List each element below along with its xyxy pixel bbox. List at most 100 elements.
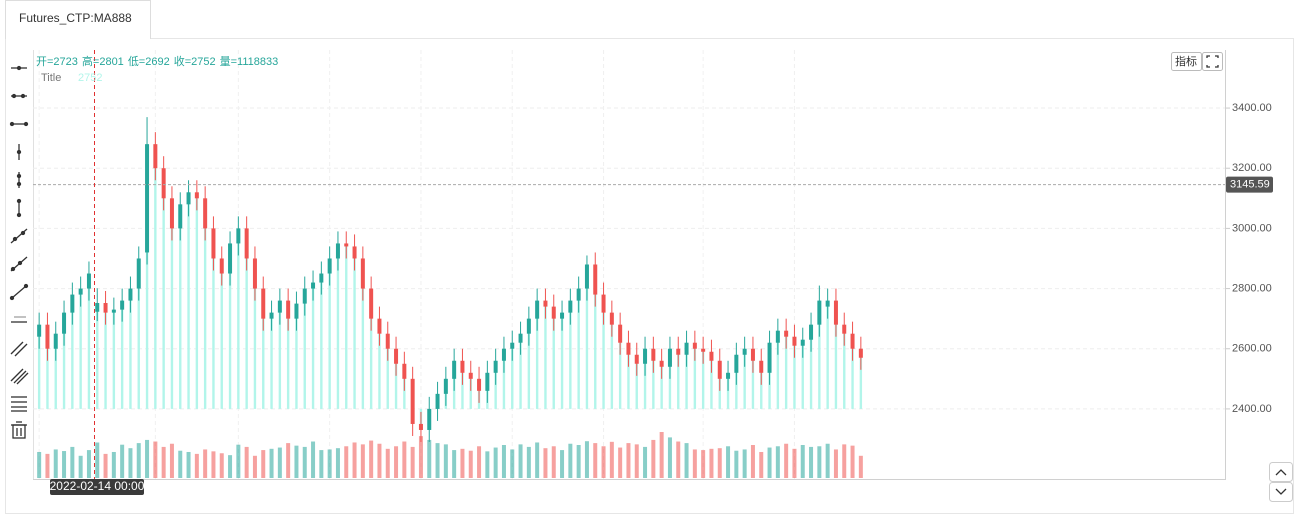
tool-vseg[interactable] bbox=[16, 198, 22, 218]
crosshair-date-box bbox=[50, 479, 144, 495]
tab-label[interactable]: Futures_CTP:MA888 bbox=[19, 11, 132, 25]
title-bar bbox=[262, 318, 265, 409]
candle-body bbox=[833, 300, 838, 325]
tool-vray[interactable] bbox=[16, 172, 22, 188]
scroll-down[interactable] bbox=[1269, 482, 1293, 502]
candle-body bbox=[759, 360, 764, 373]
candle-body bbox=[643, 348, 648, 364]
title-bar bbox=[270, 312, 273, 409]
candle-body bbox=[427, 408, 432, 430]
candle-body bbox=[775, 330, 780, 343]
volume-bar bbox=[659, 432, 664, 478]
volume-bar bbox=[111, 451, 116, 478]
candle-body bbox=[518, 333, 523, 343]
candle-body bbox=[62, 312, 67, 334]
fullscreen-button[interactable] bbox=[1202, 52, 1223, 71]
volume-bar bbox=[560, 450, 565, 478]
volume-bar bbox=[86, 450, 91, 478]
title-bar bbox=[154, 168, 157, 409]
candle-body bbox=[161, 168, 166, 199]
volume-bar bbox=[510, 449, 515, 478]
candle-body bbox=[560, 312, 565, 319]
candle-body bbox=[825, 300, 830, 307]
title-bar bbox=[253, 288, 257, 409]
tool-lines[interactable] bbox=[11, 396, 27, 412]
candle-body bbox=[377, 318, 382, 334]
candle-body bbox=[618, 324, 623, 343]
title-bar bbox=[859, 357, 863, 409]
candle-body bbox=[709, 351, 714, 361]
volume-bar bbox=[53, 449, 58, 478]
candle-body bbox=[452, 360, 457, 379]
tool-vline[interactable] bbox=[16, 144, 22, 160]
volume-bar bbox=[385, 448, 390, 478]
tool-segment[interactable] bbox=[9, 283, 29, 301]
title-bar bbox=[560, 312, 564, 409]
y-tick-label: 2400.00 bbox=[1232, 403, 1272, 415]
volume-bar bbox=[128, 448, 133, 478]
volume-bar bbox=[568, 443, 573, 478]
tool-hray[interactable] bbox=[11, 93, 27, 99]
candle-body bbox=[784, 330, 789, 337]
candle-body bbox=[45, 324, 50, 349]
volume-bar bbox=[667, 437, 672, 478]
title-bar bbox=[195, 198, 199, 409]
candle-body bbox=[676, 348, 681, 355]
candle-body bbox=[327, 258, 332, 274]
volume-bar bbox=[211, 451, 216, 478]
candle-body bbox=[601, 294, 606, 313]
tool-channel[interactable] bbox=[10, 341, 28, 357]
volume-bar bbox=[145, 439, 150, 478]
tool-hseg[interactable] bbox=[9, 121, 29, 127]
candle-body bbox=[858, 348, 863, 358]
legend-name: Title bbox=[41, 72, 61, 84]
volume-bar bbox=[518, 444, 523, 478]
candle-body bbox=[286, 300, 291, 319]
candle-body bbox=[311, 282, 316, 289]
tool-fib[interactable] bbox=[10, 368, 29, 385]
volume-bar bbox=[120, 444, 125, 478]
candle-body bbox=[244, 228, 249, 259]
candle-body bbox=[792, 336, 797, 346]
tool-price[interactable] bbox=[11, 316, 27, 323]
title-bar bbox=[809, 324, 813, 409]
volume-bar bbox=[584, 441, 589, 478]
y-tick-label: 3400.00 bbox=[1232, 102, 1272, 114]
title-bar bbox=[602, 312, 605, 409]
tool-delete[interactable] bbox=[11, 421, 27, 439]
title-bar bbox=[610, 324, 614, 409]
indicator-button[interactable] bbox=[1171, 52, 1202, 71]
indicator-button-label[interactable]: 指标 bbox=[1175, 54, 1197, 68]
volume-bar bbox=[427, 439, 432, 478]
tool-line[interactable] bbox=[10, 228, 28, 244]
candle-body bbox=[385, 333, 390, 349]
plot: 2022-022022-032022-042022-062022-072022-… bbox=[33, 50, 1225, 479]
title-bar bbox=[843, 333, 846, 409]
candle-body bbox=[543, 300, 548, 307]
volume-bar bbox=[817, 446, 822, 478]
volume-bar bbox=[759, 451, 764, 478]
volume-bar bbox=[219, 453, 224, 478]
candle-body bbox=[667, 348, 672, 367]
volume-bar bbox=[70, 446, 75, 478]
volume-bar bbox=[394, 446, 399, 478]
tool-ray[interactable] bbox=[10, 256, 28, 272]
volume-bar bbox=[543, 448, 548, 478]
candle-body bbox=[767, 342, 772, 373]
candle-body bbox=[335, 243, 340, 259]
candle-body bbox=[203, 198, 208, 229]
title-bar bbox=[179, 204, 182, 409]
volume-bar bbox=[593, 443, 598, 478]
volume-bar bbox=[95, 442, 100, 478]
candle-body bbox=[319, 273, 324, 283]
volume-bar bbox=[161, 446, 166, 478]
candle-body bbox=[153, 144, 158, 169]
y-tick-label: 3200.00 bbox=[1232, 162, 1272, 174]
volume-bar bbox=[485, 451, 490, 478]
candle-body bbox=[692, 342, 697, 349]
candle-body bbox=[842, 324, 847, 334]
tool-hline[interactable] bbox=[11, 65, 27, 71]
scroll-up[interactable] bbox=[1269, 462, 1293, 482]
candle-body bbox=[252, 258, 257, 289]
title-bar bbox=[187, 192, 190, 409]
